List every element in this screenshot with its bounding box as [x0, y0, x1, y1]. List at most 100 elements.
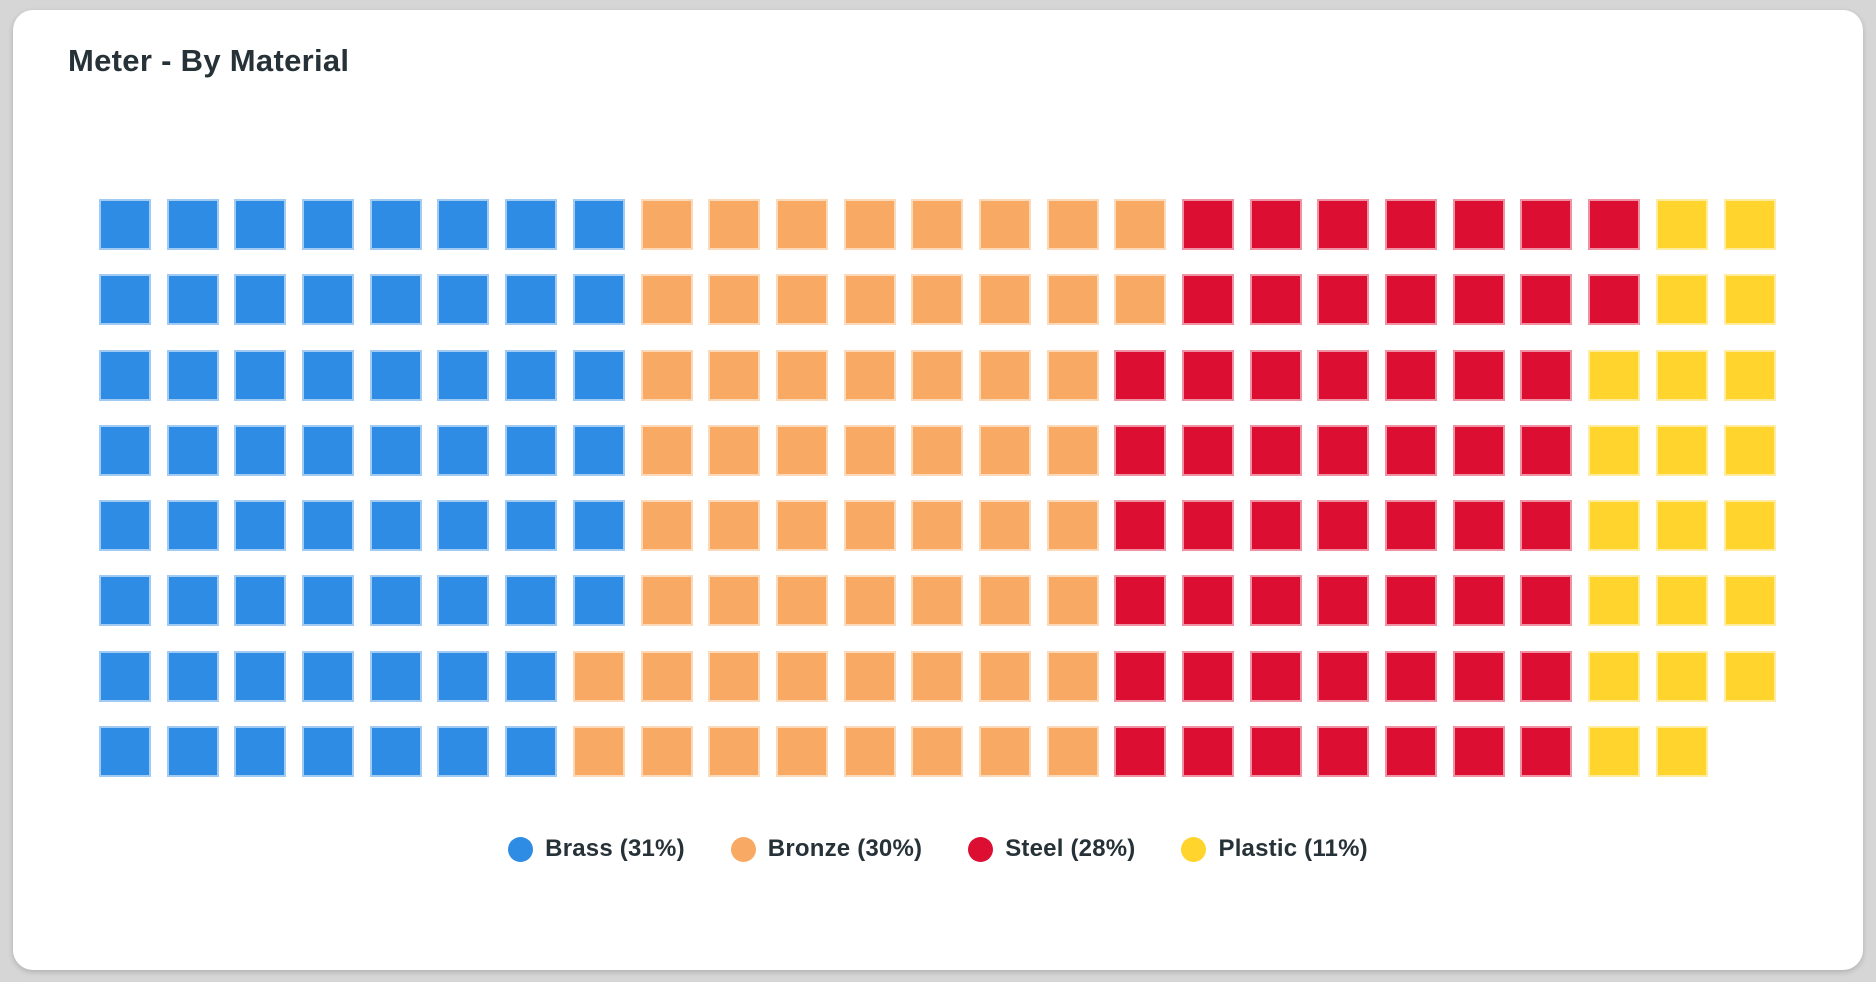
waffle-cell-steel[interactable]	[1385, 650, 1438, 702]
waffle-cell-brass[interactable]	[437, 274, 490, 326]
waffle-cell-brass[interactable]	[302, 575, 355, 627]
waffle-cell-bronze[interactable]	[978, 424, 1031, 476]
waffle-cell-brass[interactable]	[369, 274, 422, 326]
waffle-cell-bronze[interactable]	[843, 424, 896, 476]
waffle-cell-bronze[interactable]	[911, 424, 964, 476]
waffle-cell-steel[interactable]	[1520, 726, 1573, 778]
waffle-cell-plastic[interactable]	[1588, 500, 1641, 552]
waffle-cell-bronze[interactable]	[708, 650, 761, 702]
waffle-cell-plastic[interactable]	[1588, 575, 1641, 627]
waffle-cell-bronze[interactable]	[978, 274, 1031, 326]
waffle-cell-brass[interactable]	[302, 650, 355, 702]
waffle-cell-bronze[interactable]	[708, 726, 761, 778]
waffle-cell-brass[interactable]	[302, 500, 355, 552]
waffle-cell-steel[interactable]	[1249, 349, 1302, 401]
waffle-cell-bronze[interactable]	[1046, 575, 1099, 627]
waffle-cell-bronze[interactable]	[843, 575, 896, 627]
waffle-cell-steel[interactable]	[1452, 726, 1505, 778]
waffle-cell-plastic[interactable]	[1723, 199, 1776, 250]
waffle-cell-brass[interactable]	[572, 424, 625, 476]
waffle-cell-steel[interactable]	[1114, 349, 1167, 401]
waffle-cell-brass[interactable]	[437, 650, 490, 702]
waffle-cell-steel[interactable]	[1520, 349, 1573, 401]
waffle-cell-bronze[interactable]	[775, 650, 828, 702]
waffle-cell-bronze[interactable]	[775, 500, 828, 552]
waffle-cell-bronze[interactable]	[843, 726, 896, 778]
waffle-cell-bronze[interactable]	[640, 274, 693, 326]
waffle-cell-brass[interactable]	[234, 726, 287, 778]
waffle-cell-steel[interactable]	[1452, 349, 1505, 401]
waffle-cell-bronze[interactable]	[978, 575, 1031, 627]
waffle-cell-brass[interactable]	[234, 424, 287, 476]
waffle-cell-bronze[interactable]	[911, 199, 964, 250]
waffle-cell-steel[interactable]	[1385, 199, 1438, 250]
waffle-cell-steel[interactable]	[1182, 274, 1234, 326]
waffle-cell-steel[interactable]	[1114, 575, 1167, 627]
waffle-cell-brass[interactable]	[437, 199, 490, 250]
waffle-cell-steel[interactable]	[1588, 199, 1641, 250]
waffle-cell-brass[interactable]	[505, 726, 558, 778]
waffle-cell-plastic[interactable]	[1655, 424, 1708, 476]
waffle-cell-bronze[interactable]	[911, 349, 964, 401]
waffle-cell-steel[interactable]	[1588, 274, 1641, 326]
waffle-cell-bronze[interactable]	[843, 199, 896, 250]
waffle-cell-steel[interactable]	[1182, 424, 1234, 476]
waffle-cell-plastic[interactable]	[1655, 349, 1708, 401]
waffle-cell-brass[interactable]	[572, 500, 625, 552]
waffle-cell-brass[interactable]	[505, 199, 558, 250]
waffle-cell-steel[interactable]	[1114, 424, 1167, 476]
waffle-cell-bronze[interactable]	[978, 500, 1031, 552]
waffle-cell-plastic[interactable]	[1655, 726, 1708, 778]
waffle-cell-plastic[interactable]	[1588, 650, 1641, 702]
waffle-cell-bronze[interactable]	[640, 650, 693, 702]
waffle-cell-brass[interactable]	[369, 726, 422, 778]
waffle-cell-plastic[interactable]	[1723, 575, 1776, 627]
waffle-cell-bronze[interactable]	[911, 500, 964, 552]
waffle-cell-brass[interactable]	[166, 349, 219, 401]
waffle-cell-steel[interactable]	[1249, 500, 1302, 552]
waffle-cell-brass[interactable]	[99, 424, 151, 476]
waffle-cell-bronze[interactable]	[640, 575, 693, 627]
waffle-cell-steel[interactable]	[1182, 199, 1234, 250]
waffle-cell-steel[interactable]	[1249, 199, 1302, 250]
waffle-cell-steel[interactable]	[1317, 349, 1370, 401]
waffle-cell-steel[interactable]	[1182, 349, 1234, 401]
waffle-cell-steel[interactable]	[1520, 575, 1573, 627]
waffle-cell-bronze[interactable]	[640, 500, 693, 552]
waffle-cell-steel[interactable]	[1114, 500, 1167, 552]
waffle-cell-plastic[interactable]	[1723, 500, 1776, 552]
waffle-cell-steel[interactable]	[1317, 726, 1370, 778]
waffle-cell-brass[interactable]	[166, 199, 219, 250]
waffle-cell-steel[interactable]	[1317, 500, 1370, 552]
waffle-cell-brass[interactable]	[234, 575, 287, 627]
waffle-cell-steel[interactable]	[1520, 424, 1573, 476]
waffle-cell-steel[interactable]	[1520, 274, 1573, 326]
waffle-cell-bronze[interactable]	[1046, 650, 1099, 702]
waffle-cell-brass[interactable]	[166, 500, 219, 552]
waffle-cell-steel[interactable]	[1452, 424, 1505, 476]
waffle-cell-brass[interactable]	[369, 199, 422, 250]
waffle-cell-brass[interactable]	[369, 500, 422, 552]
legend-item-brass[interactable]: Brass (31%)	[508, 835, 685, 863]
waffle-cell-bronze[interactable]	[640, 726, 693, 778]
waffle-cell-bronze[interactable]	[1046, 424, 1099, 476]
waffle-cell-steel[interactable]	[1317, 199, 1370, 250]
waffle-cell-bronze[interactable]	[1046, 199, 1099, 250]
waffle-cell-brass[interactable]	[572, 575, 625, 627]
waffle-cell-bronze[interactable]	[640, 424, 693, 476]
waffle-cell-brass[interactable]	[437, 500, 490, 552]
waffle-cell-plastic[interactable]	[1655, 650, 1708, 702]
waffle-cell-plastic[interactable]	[1723, 650, 1776, 702]
waffle-cell-steel[interactable]	[1317, 274, 1370, 326]
waffle-cell-steel[interactable]	[1452, 500, 1505, 552]
waffle-cell-brass[interactable]	[166, 274, 219, 326]
waffle-cell-brass[interactable]	[505, 500, 558, 552]
waffle-cell-steel[interactable]	[1182, 500, 1234, 552]
waffle-cell-brass[interactable]	[369, 424, 422, 476]
waffle-cell-bronze[interactable]	[640, 199, 693, 250]
waffle-cell-steel[interactable]	[1182, 650, 1234, 702]
waffle-cell-brass[interactable]	[166, 424, 219, 476]
legend-item-bronze[interactable]: Bronze (30%)	[730, 835, 922, 863]
waffle-cell-bronze[interactable]	[572, 650, 625, 702]
waffle-cell-bronze[interactable]	[843, 274, 896, 326]
